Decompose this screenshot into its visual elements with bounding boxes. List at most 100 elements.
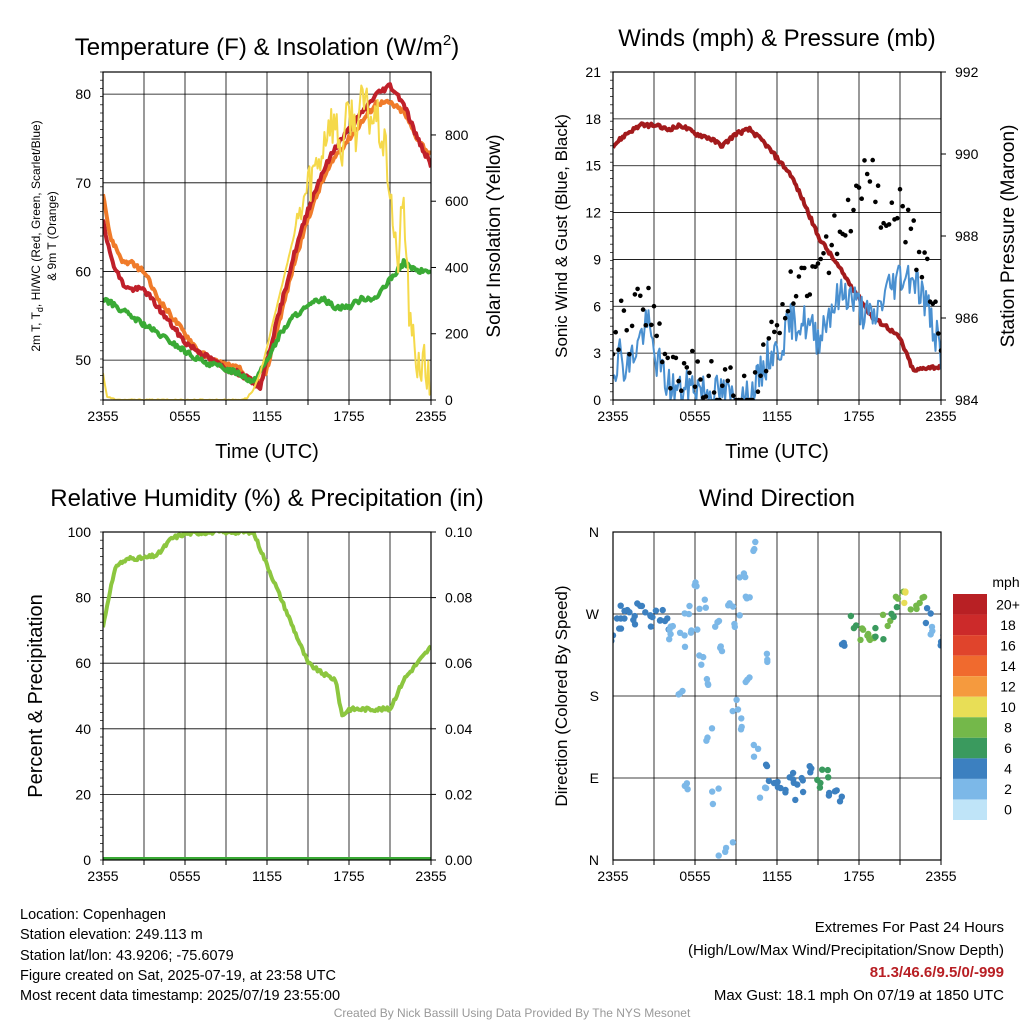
direction-point [617, 625, 625, 632]
gust-point [659, 359, 665, 365]
y2-axis-label: Station Pressure (Maroon) [998, 125, 1019, 348]
chart-title: Temperature (F) & Insolation (W/m2) [75, 32, 459, 61]
direction-point [733, 696, 740, 703]
y-tick-label: 6 [593, 298, 601, 314]
direction-point [729, 707, 736, 715]
gust-point [629, 323, 635, 329]
plot-frame [612, 71, 942, 401]
gust-point [897, 186, 903, 192]
direction-point [703, 737, 710, 744]
direction-point [850, 624, 858, 632]
direction-point [621, 607, 628, 615]
gust-point [916, 249, 922, 255]
y2-tick-label: 800 [445, 127, 469, 143]
direction-point [696, 605, 703, 612]
y2-tick-label: 0.00 [445, 852, 472, 868]
gust-point [722, 367, 728, 372]
direction-point [708, 725, 716, 732]
recent-data-text: Most recent data timestamp: 2025/07/19 2… [20, 988, 341, 1005]
gust-point [758, 373, 763, 379]
direction-point [734, 706, 742, 713]
gust-point [862, 158, 867, 163]
direction-point [907, 606, 914, 613]
direction-point [762, 784, 770, 792]
gust-point [613, 329, 618, 335]
y-tick-label: E [590, 770, 599, 786]
direction-point [927, 631, 934, 638]
gust-point [933, 299, 938, 305]
x-tick-label: 0555 [169, 868, 200, 884]
y-tick-label: 15 [585, 158, 601, 174]
direction-point [647, 623, 655, 630]
x-tick-label: 1755 [333, 408, 364, 424]
gust-point [673, 355, 679, 361]
direction-point [717, 863, 723, 869]
gust-point [618, 298, 624, 304]
y-tick-label: 0 [593, 392, 601, 408]
gust-point [925, 256, 930, 262]
gust-point [706, 373, 711, 379]
y-tick-label: 80 [75, 590, 91, 606]
gust-point [895, 215, 900, 221]
direction-point [694, 626, 701, 633]
chart-title: Winds (mph) & Pressure (mb) [618, 25, 935, 52]
direction-point [649, 613, 656, 621]
gust-point [679, 388, 684, 394]
direction-point [765, 777, 773, 785]
direction-point [819, 766, 826, 773]
direction-point [685, 610, 693, 618]
direction-point [872, 624, 879, 632]
y-tick-label: 70 [75, 175, 91, 191]
gust-point [807, 292, 813, 297]
gust-point [651, 303, 657, 309]
direction-point [858, 625, 866, 632]
direction-point [738, 723, 745, 731]
direction-point [705, 681, 712, 688]
gust-point [695, 359, 700, 364]
y-axis-label: Sonic Wind & Gust (Blue, Black) [552, 114, 571, 358]
gust-point [755, 389, 761, 395]
gust-point [657, 321, 662, 326]
direction-point [879, 611, 887, 618]
y-tick-label: 60 [75, 655, 91, 671]
direction-point [676, 690, 683, 697]
direction-point [617, 602, 624, 609]
direction-point [774, 778, 781, 786]
gust-point [886, 222, 892, 227]
gust-point [649, 322, 654, 328]
direction-point [937, 642, 941, 649]
direction-point [916, 599, 923, 607]
gust-point [823, 234, 829, 239]
direction-point [664, 615, 671, 622]
colorbar-label: 2 [1004, 781, 1012, 797]
direction-point [750, 547, 757, 555]
y2-tick-label: 200 [445, 326, 469, 342]
colorbar-swatch [953, 758, 987, 779]
gust-point [864, 171, 870, 177]
x-tick-label: 1155 [252, 868, 282, 884]
x-tick-label: 2355 [597, 868, 628, 884]
extremes-fields: (High/Low/Max Wind/Precipitation/Snow De… [688, 941, 1004, 959]
direction-point [840, 639, 847, 647]
direction-point [913, 605, 920, 613]
gust-point [815, 261, 821, 266]
gust-point [772, 329, 777, 335]
x-tick-label: 2355 [415, 408, 446, 424]
plot-area [103, 532, 431, 860]
extremes-values: 81.3/46.6/9.5/0/-999 [869, 964, 1004, 982]
station-info: Location: Copenhagen Station elevation: … [20, 905, 340, 1006]
gust-point [703, 394, 709, 399]
x-tick-label: 1755 [333, 868, 364, 884]
gust-point [769, 319, 774, 325]
x-tick-label: 1155 [252, 408, 282, 424]
gust-point [936, 331, 941, 336]
gust-point [793, 293, 799, 299]
x-tick-label: 2355 [925, 408, 956, 424]
direction-point [656, 617, 664, 624]
gust-point [911, 218, 916, 223]
gust-point [627, 352, 632, 357]
y-tick-label: S [590, 688, 599, 704]
direction-point [681, 632, 688, 639]
colorbar-swatch [953, 737, 987, 759]
chart-title: Relative Humidity (%) & Precipitation (i… [50, 485, 483, 512]
